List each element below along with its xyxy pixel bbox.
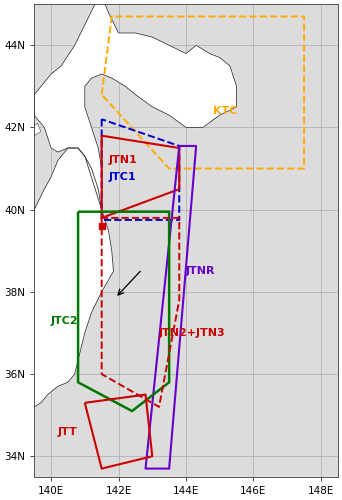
- Text: JTT: JTT: [58, 426, 78, 436]
- Polygon shape: [34, 0, 237, 210]
- Polygon shape: [0, 276, 11, 304]
- Text: JTNR: JTNR: [186, 266, 215, 276]
- Text: JTC1: JTC1: [108, 172, 136, 182]
- Text: JTN1: JTN1: [108, 156, 137, 166]
- Text: KTC: KTC: [213, 106, 237, 116]
- Text: JTC2: JTC2: [51, 316, 79, 326]
- Text: JTN2+JTN3: JTN2+JTN3: [159, 328, 226, 338]
- Polygon shape: [31, 124, 41, 136]
- Polygon shape: [0, 148, 114, 436]
